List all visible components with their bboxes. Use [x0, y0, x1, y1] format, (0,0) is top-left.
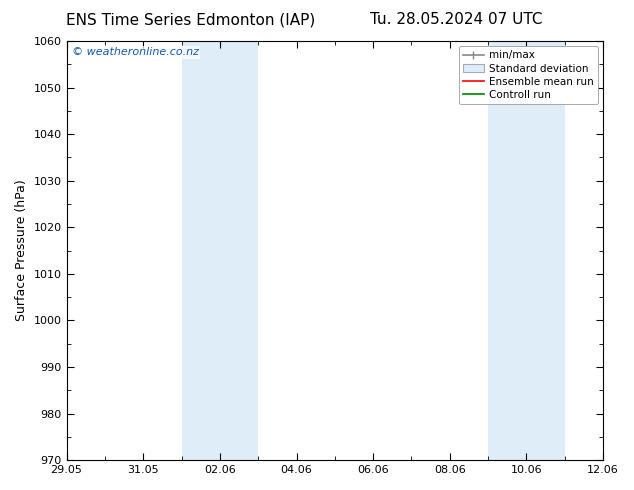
Bar	[181, 41, 258, 460]
Text: ENS Time Series Edmonton (IAP): ENS Time Series Edmonton (IAP)	[65, 12, 315, 27]
Text: Tu. 28.05.2024 07 UTC: Tu. 28.05.2024 07 UTC	[370, 12, 543, 27]
Bar	[488, 41, 565, 460]
Legend: min/max, Standard deviation, Ensemble mean run, Controll run: min/max, Standard deviation, Ensemble me…	[459, 46, 598, 104]
Y-axis label: Surface Pressure (hPa): Surface Pressure (hPa)	[15, 180, 28, 321]
Text: © weatheronline.co.nz: © weatheronline.co.nz	[72, 48, 199, 57]
